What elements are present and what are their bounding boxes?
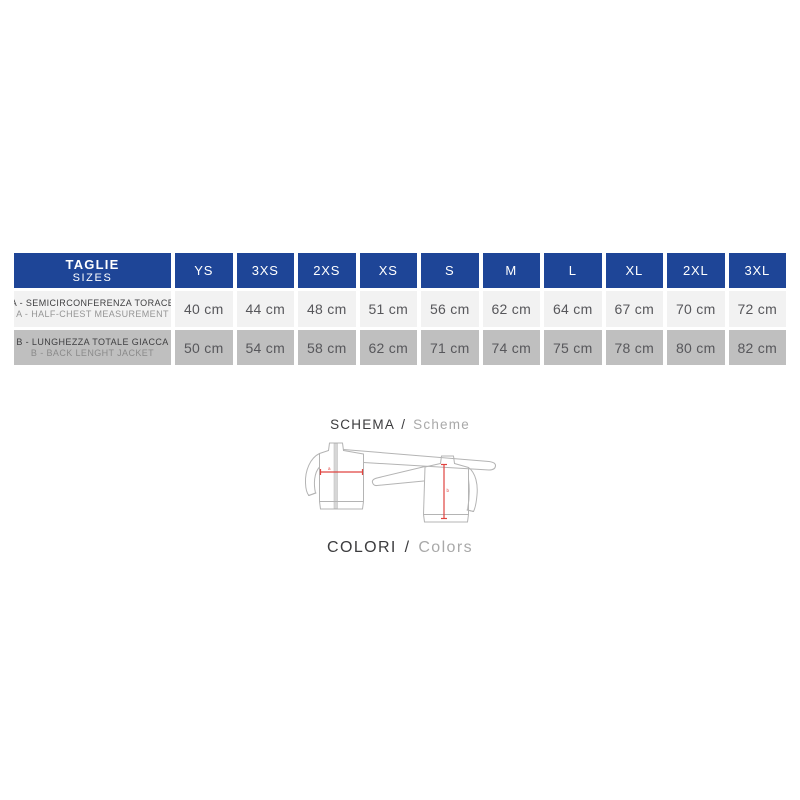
measurement-cell: 78 cm (605, 330, 663, 365)
schema-separator: / (401, 417, 407, 432)
colors-heading: COLORI / Colors (0, 539, 800, 557)
measurement-cell: 82 cm (728, 330, 786, 365)
table-header-row: TAGLIE SIZES YS 3XS 2XS XS S M L XL 2XL … (14, 253, 786, 288)
measurement-cell: 80 cm (667, 330, 725, 365)
schema-title-italian: SCHEMA (330, 417, 395, 432)
measurement-cell: 75 cm (544, 330, 602, 365)
row-b-label: B - LUNGHEZZA TOTALE GIACCA B - BACK LEN… (14, 330, 171, 365)
measurement-cell: 50 cm (175, 330, 233, 365)
size-col-header-l: L (544, 253, 602, 288)
measurement-cell: 40 cm (175, 291, 233, 327)
row-a-label-english: A - HALF-CHEST MEASUREMENT (16, 309, 169, 319)
row-a-label: A - SEMICIRCONFERENZA TORACE A - HALF-CH… (14, 291, 171, 327)
corner-title: TAGLIE (65, 257, 120, 272)
row-b-label-italian: B - LUNGHEZZA TOTALE GIACCA (16, 336, 169, 347)
table-row-half-chest: A - SEMICIRCONFERENZA TORACE A - HALF-CH… (14, 291, 786, 327)
schema-heading: SCHEMA / Scheme (0, 417, 800, 432)
measurement-cell: 48 cm (298, 291, 356, 327)
measurement-cell: 58 cm (298, 330, 356, 365)
row-b-label-english: B - BACK LENGHT JACKET (30, 347, 155, 358)
measurement-cell: 72 cm (728, 291, 786, 327)
size-col-header-ys: YS (175, 253, 233, 288)
size-col-header-3xs: 3XS (236, 253, 294, 288)
schema-title-english: Scheme (413, 417, 470, 432)
measure-a-label: a (328, 466, 331, 471)
size-col-header-2xs: 2XS (298, 253, 356, 288)
measurement-cell: 74 cm (482, 330, 540, 365)
size-col-header-2xl: 2XL (667, 253, 725, 288)
colors-separator: / (404, 539, 411, 556)
measurement-cell: 64 cm (544, 291, 602, 327)
jacket-back-outline (371, 455, 478, 523)
measurement-cell: 54 cm (236, 330, 294, 365)
jacket-front-outline (304, 442, 497, 510)
table-row-back-length: B - LUNGHEZZA TOTALE GIACCA B - BACK LEN… (14, 330, 786, 365)
size-table: TAGLIE SIZES YS 3XS 2XS XS S M L XL 2XL … (14, 253, 786, 365)
size-col-header-xl: XL (605, 253, 663, 288)
size-col-header-s: S (421, 253, 479, 288)
jacket-schematic-svg: a b (304, 442, 497, 523)
row-a-label-italian: A - SEMICIRCONFERENZA TORACE (14, 298, 171, 308)
measure-a-line (319, 469, 364, 475)
measurement-cell: 70 cm (667, 291, 725, 327)
measure-b-label: b (447, 488, 450, 493)
measurement-cell: 51 cm (359, 291, 417, 327)
size-col-header-m: M (482, 253, 540, 288)
measure-b-line (441, 463, 447, 520)
corner-subtitle: SIZES (72, 272, 113, 284)
table-corner-header: TAGLIE SIZES (14, 253, 171, 288)
colors-title-english: Colors (418, 539, 473, 556)
colors-title-italian: COLORI (327, 539, 397, 556)
jacket-measurement-diagram: a b (297, 437, 507, 533)
measurement-cell: 71 cm (421, 330, 479, 365)
size-col-header-xs: XS (359, 253, 417, 288)
size-col-header-3xl: 3XL (728, 253, 786, 288)
measurement-cell: 62 cm (359, 330, 417, 365)
measurement-cell: 67 cm (605, 291, 663, 327)
measurement-cell: 56 cm (421, 291, 479, 327)
measurement-cell: 62 cm (482, 291, 540, 327)
measurement-cell: 44 cm (236, 291, 294, 327)
